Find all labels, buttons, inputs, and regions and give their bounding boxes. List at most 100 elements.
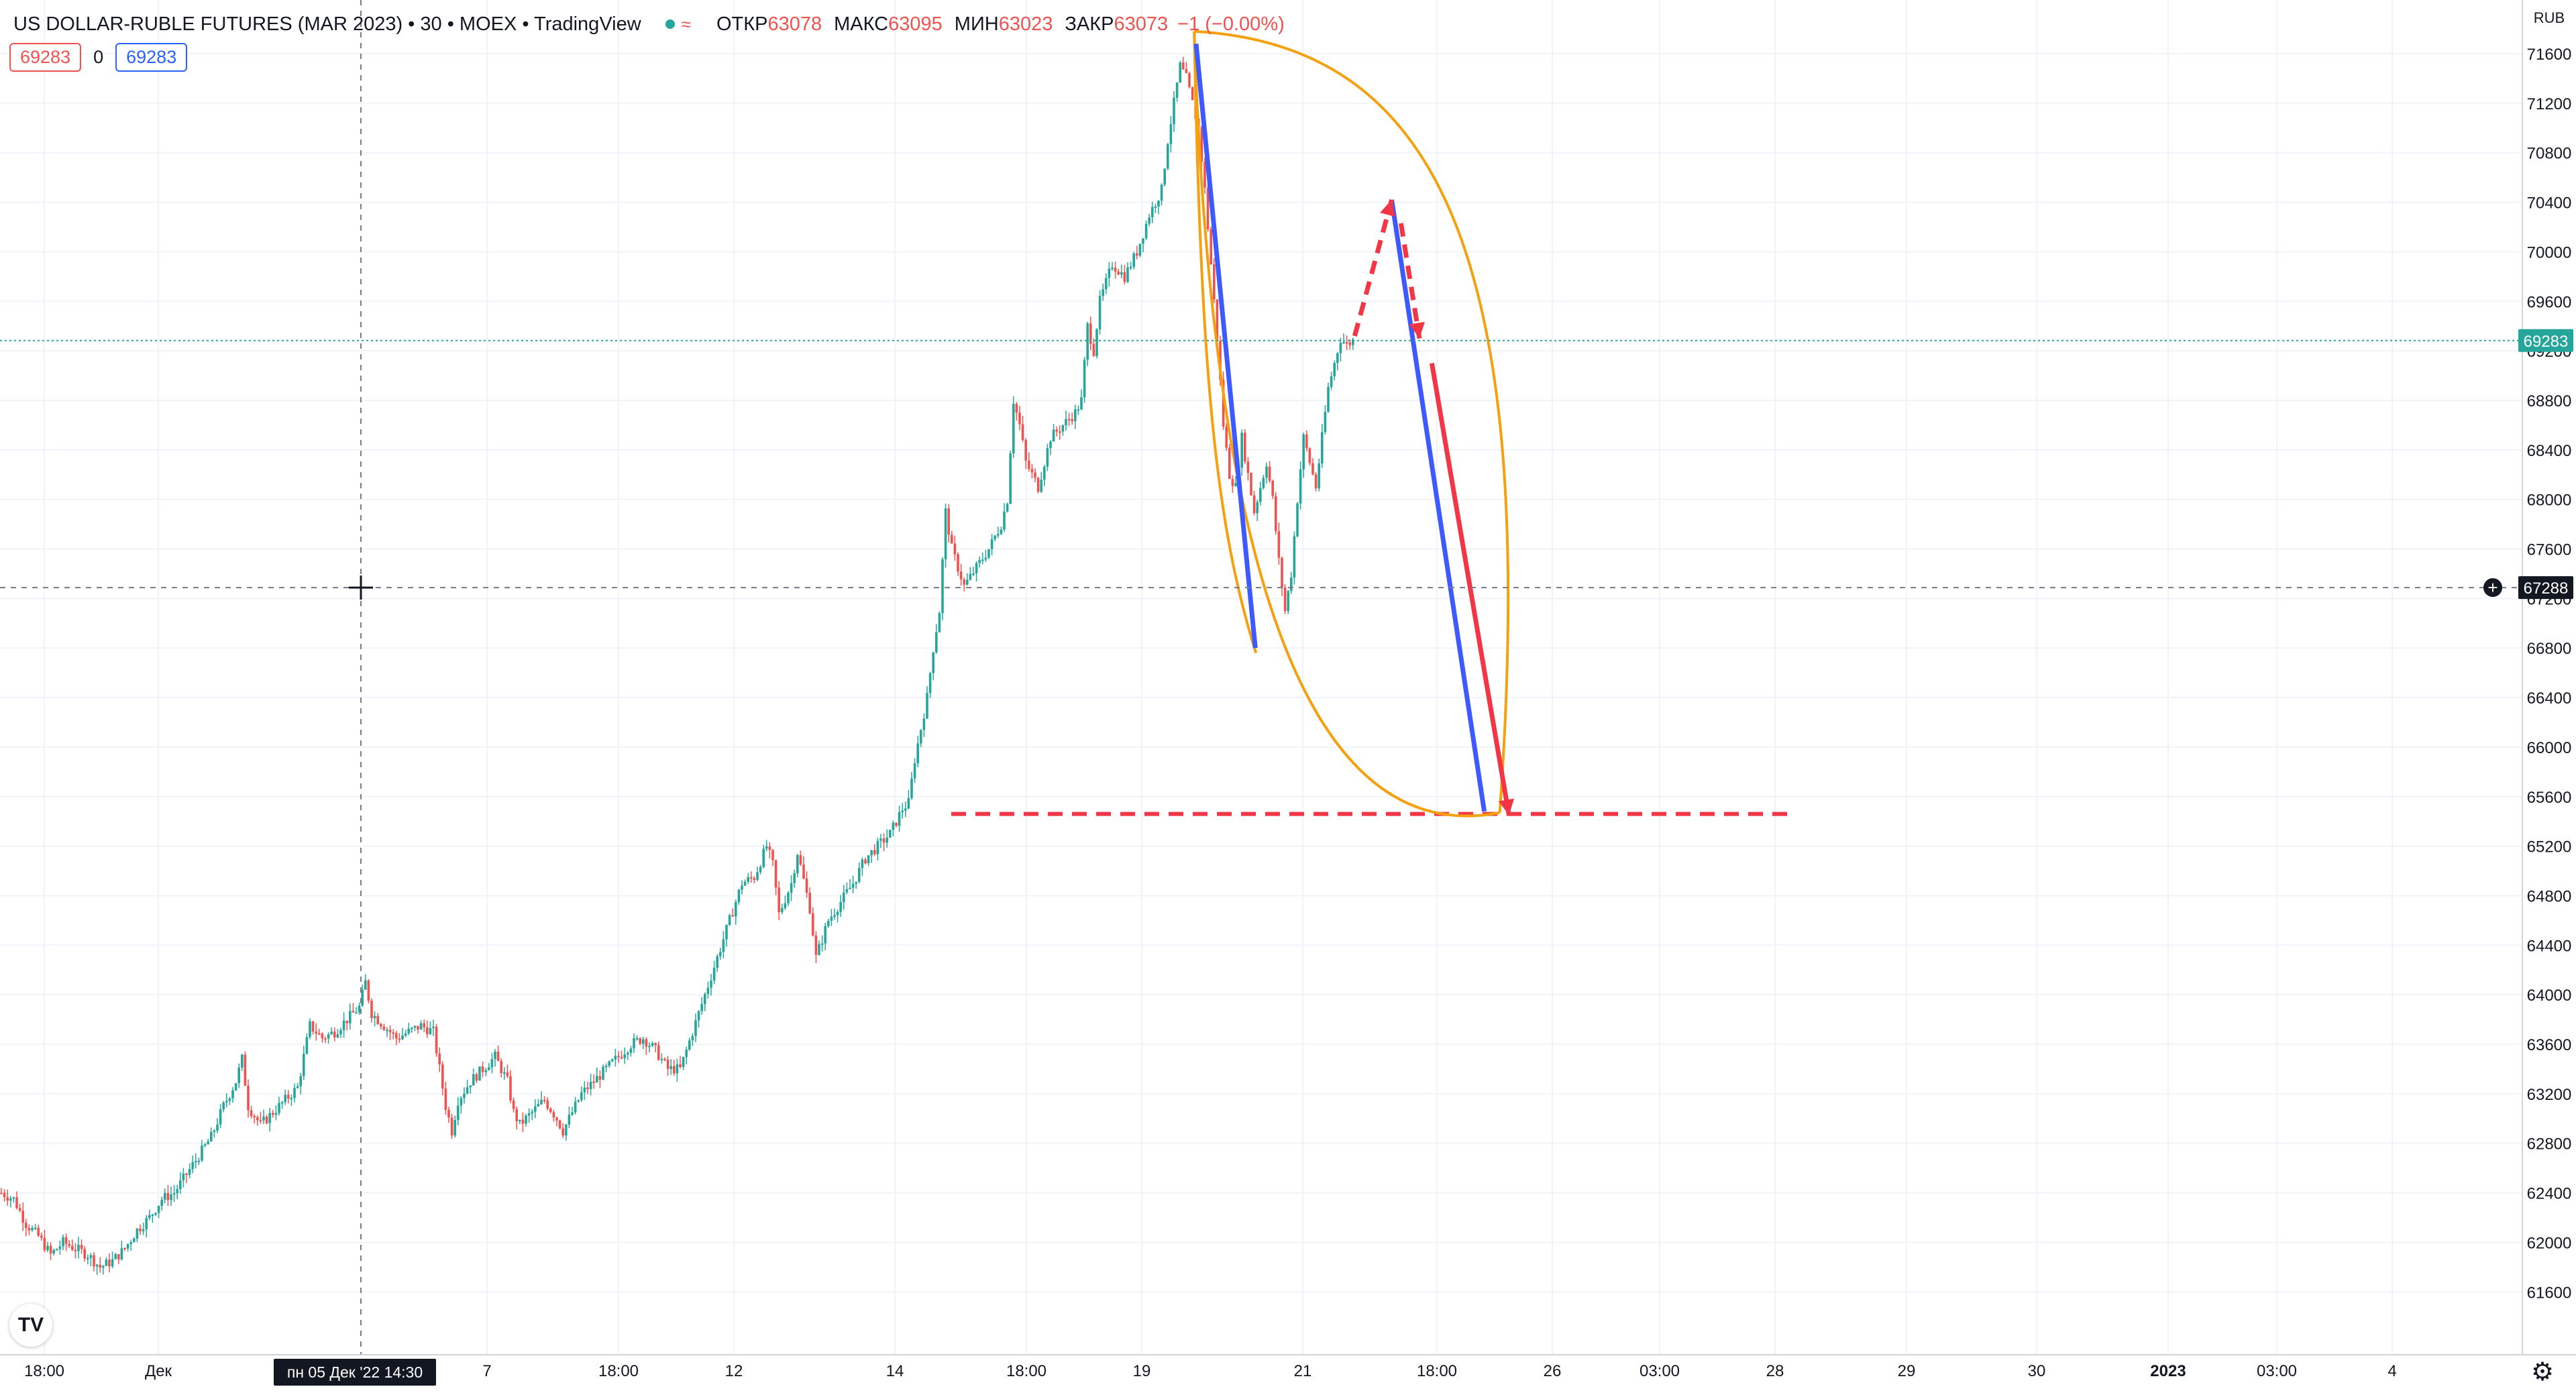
y-tick-label: 70800 [2527,145,2572,163]
candle-body [1028,460,1030,469]
candle-body [771,850,774,860]
crosshair-time-bg [274,1359,436,1386]
red-arrow-line [1429,362,1511,816]
low-label: МИН [954,13,999,35]
candle-body [722,939,725,952]
candle-body [185,1173,188,1175]
candle-body [287,1095,290,1099]
candle-body [6,1197,9,1201]
candle-body [913,763,916,779]
candle-body [228,1098,231,1101]
y-tick-label: 65600 [2527,789,2572,807]
candle-body [682,1056,685,1067]
candle-body [352,1011,355,1013]
candle-body [1114,268,1117,272]
candle-body [164,1192,166,1200]
ask-pill[interactable]: 69283 [115,43,188,72]
candle-body [546,1100,549,1109]
candle-body [1262,478,1265,488]
candle-body [114,1253,117,1260]
candle-body [620,1056,623,1058]
candle-body [818,944,820,955]
candle-body [1191,87,1194,101]
grid [0,0,2522,1355]
candle-body [611,1059,614,1062]
candle-body [657,1045,660,1060]
candle-body [216,1124,219,1131]
candle-body [376,1015,379,1024]
candle-body [318,1034,321,1036]
y-tick-label: 62000 [2527,1234,2572,1252]
candle-body [37,1227,40,1236]
candle-body [716,956,718,968]
candle-body [596,1076,598,1083]
candle-body [904,808,907,811]
candle-body [259,1120,262,1122]
green-dot-icon [665,19,675,29]
candle-body [395,1033,398,1039]
candle-body [824,926,826,944]
candle-body [488,1067,490,1070]
candle-body [117,1253,120,1260]
y-tick-label: 69600 [2527,293,2572,311]
tradingview-logo-icon[interactable]: TV [9,1304,52,1347]
candle-body [833,915,836,917]
candle-body [1105,278,1108,290]
candle-body [463,1093,466,1099]
x-tick-label: 03:00 [2257,1362,2297,1380]
candle-body [537,1104,540,1107]
candle-body [1339,342,1342,353]
bid-pill[interactable]: 69283 [9,43,82,72]
candle-body [1252,495,1256,514]
candle-body [460,1098,463,1106]
candle-body [1098,296,1102,329]
candle-body [447,1109,450,1118]
candle-body [28,1228,31,1231]
candle-body [1333,363,1336,377]
candle-body [1240,433,1243,468]
candle-body [1179,62,1181,82]
y-tick-label: 68000 [2527,492,2572,510]
candle-body [182,1173,185,1180]
candle-body [598,1076,602,1080]
candle-body [1188,73,1191,87]
candle-body [330,1031,333,1034]
candle-body [743,881,747,886]
candle-body [1277,531,1281,558]
candle-body [731,915,734,917]
candle-body [1293,536,1296,578]
blue-trend-line [1389,199,1487,812]
candle-body [237,1067,240,1084]
candle-body [1216,299,1219,341]
candle-body [1275,496,1277,531]
candle-body [315,1031,317,1034]
candle-body [278,1103,280,1113]
y-tick-label: 68400 [2527,442,2572,460]
candle-body [358,1005,361,1013]
candle-body [1342,342,1345,344]
candle-body [969,573,972,580]
candle-body [179,1180,182,1190]
candle-body [1175,82,1179,98]
candle-body [814,935,818,955]
candle-body [666,1060,669,1069]
candle-body [1009,453,1012,504]
candle-body [981,559,984,561]
gear-icon[interactable]: ⚙ [2530,1358,2555,1386]
candle-body [843,892,845,903]
candle-body [1231,479,1234,486]
candle-body [268,1113,271,1123]
candle-body [987,549,990,558]
candle-body [700,1003,703,1011]
candle-body [796,854,799,874]
candle-body [342,1020,345,1031]
candle-body [154,1213,157,1215]
candle-body [392,1032,394,1034]
candle-body [568,1115,571,1125]
crosshair-time-label: пн 05 Дек '22 14:30 [287,1363,423,1381]
symbol-title[interactable]: US DOLLAR-RUBLE FUTURES (MAR 2023) • 30 … [13,13,641,35]
candle-body [469,1085,472,1088]
candle-body [1318,463,1320,489]
